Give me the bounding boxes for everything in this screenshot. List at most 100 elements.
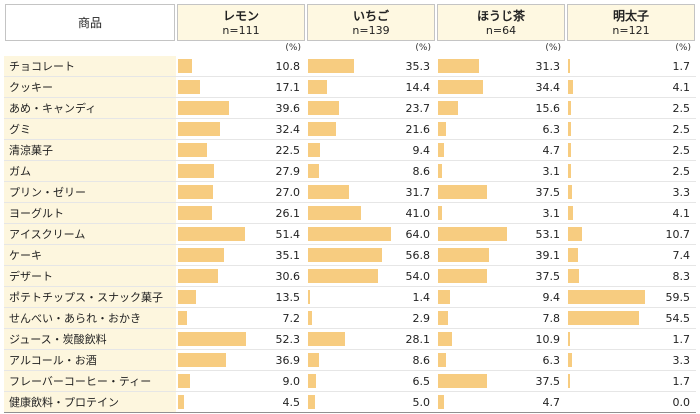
- value-bar: [438, 374, 487, 388]
- bar-cell: 3.1: [436, 203, 566, 223]
- column-sample-size: n=111: [222, 23, 260, 37]
- value-label: 54.5: [665, 311, 691, 325]
- value-bar: [308, 269, 379, 283]
- bar-cell: 41.0: [306, 203, 436, 223]
- bar-cell: 39.6: [176, 98, 306, 118]
- value-label: 2.5: [672, 164, 691, 178]
- table-body: チョコレート 10.8 35.3 31.3 1.7 クッキー 17.1 14.4 34.4 4.1…: [4, 56, 696, 413]
- row-label: ヨーグルト: [4, 203, 176, 223]
- bar-cell: 8.6: [306, 161, 436, 181]
- corner-header-label: 商品: [77, 16, 102, 30]
- value-label: 28.1: [405, 332, 431, 346]
- value-label: 6.3: [542, 353, 561, 367]
- value-bar: [178, 185, 214, 199]
- value-bar: [568, 248, 578, 262]
- value-bar: [308, 122, 337, 136]
- table-row: 清涼菓子 22.5 9.4 4.7 2.5: [4, 140, 696, 161]
- bar-cell: 0.0: [566, 392, 696, 412]
- column-sample-size: n=121: [612, 23, 650, 37]
- value-label: 7.4: [672, 248, 691, 262]
- table-row: 健康飲料・プロテイン 4.5 5.0 4.7 0.0: [4, 392, 696, 412]
- value-bar: [178, 353, 226, 367]
- value-bar: [568, 185, 573, 199]
- value-bar: [178, 374, 190, 388]
- table-header: 商品 レモン n=111 いちご n=139 ほうじ茶 n=64 明太子 n=1…: [4, 4, 696, 41]
- value-label: 54.0: [405, 269, 431, 283]
- bar-cell: 3.3: [566, 350, 696, 370]
- value-label: 3.1: [542, 164, 561, 178]
- table-row: グミ 32.4 21.6 6.3 2.5: [4, 119, 696, 140]
- bar-cell: 22.5: [176, 140, 306, 160]
- bar-cell: 7.2: [176, 308, 306, 328]
- value-bar: [568, 101, 572, 115]
- bar-cell: 3.1: [436, 161, 566, 181]
- column-title: 明太子: [612, 8, 649, 23]
- value-label: 13.5: [275, 290, 301, 304]
- value-label: 36.9: [275, 353, 301, 367]
- bar-cell: 9.0: [176, 371, 306, 391]
- bar-cell: 8.3: [566, 266, 696, 286]
- bar-cell: 37.5: [436, 371, 566, 391]
- value-label: 6.5: [412, 374, 431, 388]
- value-bar: [308, 185, 350, 199]
- bar-cell: 51.4: [176, 224, 306, 244]
- value-bar: [438, 269, 487, 283]
- value-bar: [178, 395, 184, 409]
- bar-cell: 54.0: [306, 266, 436, 286]
- value-label: 7.2: [282, 311, 301, 325]
- value-label: 9.4: [412, 143, 431, 157]
- bar-cell: 2.5: [566, 98, 696, 118]
- column-title: いちご: [352, 8, 389, 23]
- value-label: 4.7: [542, 395, 561, 409]
- value-bar: [438, 80, 483, 94]
- bar-cell: 7.8: [436, 308, 566, 328]
- value-bar: [438, 101, 459, 115]
- bar-cell: 37.5: [436, 182, 566, 202]
- bar-cell: 64.0: [306, 224, 436, 244]
- value-label: 4.1: [672, 80, 691, 94]
- value-bar: [568, 269, 579, 283]
- value-label: 64.0: [405, 227, 431, 241]
- table-row: フレーバーコーヒー・ティー 9.0 6.5 37.5 1.7: [4, 371, 696, 392]
- bar-cell: 21.6: [306, 119, 436, 139]
- value-bar: [178, 164, 215, 178]
- value-bar: [308, 143, 321, 157]
- table-row: デザート 30.6 54.0 37.5 8.3: [4, 266, 696, 287]
- bar-cell: 4.7: [436, 392, 566, 412]
- bar-cell: 35.1: [176, 245, 306, 265]
- bar-cell: 31.3: [436, 56, 566, 76]
- value-bar: [438, 248, 489, 262]
- bar-cell: 37.5: [436, 266, 566, 286]
- table-row: クッキー 17.1 14.4 34.4 4.1: [4, 77, 696, 98]
- bar-cell: 52.3: [176, 329, 306, 349]
- value-label: 37.5: [535, 269, 561, 283]
- bar-cell: 1.4: [306, 287, 436, 307]
- unit-label: (%): [545, 43, 561, 53]
- value-bar: [178, 101, 230, 115]
- value-bar: [568, 206, 574, 220]
- value-bar: [178, 80, 201, 94]
- value-label: 2.5: [672, 143, 691, 157]
- table-row: ジュース・炭酸飲料 52.3 28.1 10.9 1.7: [4, 329, 696, 350]
- bar-cell: 8.6: [306, 350, 436, 370]
- table-row: あめ・キャンディ 39.6 23.7 15.6 2.5: [4, 98, 696, 119]
- value-bar: [568, 311, 639, 325]
- bar-cell: 6.3: [436, 350, 566, 370]
- row-label: せんべい・あられ・おかき: [4, 308, 176, 328]
- table-row: ポテトチップス・スナック菓子 13.5 1.4 9.4 59.5: [4, 287, 696, 308]
- unit-label: (%): [415, 43, 431, 53]
- value-label: 37.5: [535, 374, 561, 388]
- value-bar: [178, 290, 196, 304]
- column-header-4: 明太子 n=121: [567, 4, 695, 41]
- value-bar: [568, 227, 582, 241]
- row-label: ガム: [4, 161, 176, 181]
- value-label: 35.3: [405, 59, 431, 73]
- bar-cell: 35.3: [306, 56, 436, 76]
- value-bar: [438, 59, 479, 73]
- table-row: アルコール・お酒 36.9 8.6 6.3 3.3: [4, 350, 696, 371]
- bar-cell: 10.9: [436, 329, 566, 349]
- column-title: ほうじ茶: [476, 8, 525, 23]
- value-bar: [178, 248, 224, 262]
- row-label: アイスクリーム: [4, 224, 176, 244]
